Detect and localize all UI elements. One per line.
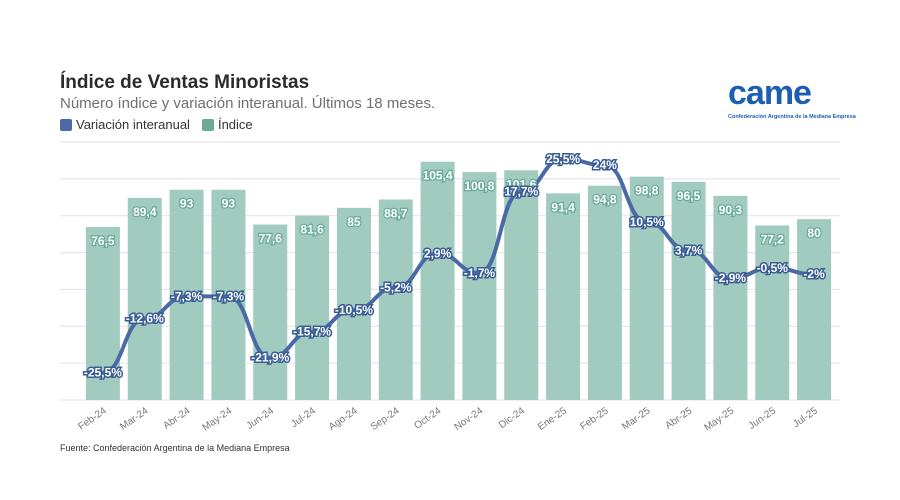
line-label-Ago-24: -10,5%	[335, 303, 373, 317]
chart-title: Índice de Ventas Minoristas	[60, 72, 310, 93]
line-label-May-25: -2,9%	[715, 271, 747, 285]
line-label-Ene-25: 25,5%	[546, 152, 580, 166]
came-logo: came Confederación Argentina de la Media…	[728, 74, 856, 124]
bar-label-May-25: 90,3	[719, 203, 743, 217]
bar-Ago-24	[336, 207, 371, 400]
line-label-Oct-24: 2,9%	[424, 247, 452, 261]
x-tick-Sep-24: Sep-24	[369, 405, 402, 433]
bar-Dic-24	[504, 170, 539, 400]
bar-May-25	[713, 195, 748, 400]
bar-label-Jul-25: 80	[807, 226, 821, 240]
x-tick-Jun-24: Jun-24	[245, 405, 277, 432]
x-axis-ticks: Feb-24 Mar-24 Abr-24 May-24 Jun-24 Jul-24 Ago-…	[76, 405, 820, 433]
line-label-Jul-24: -15,7%	[293, 325, 331, 339]
bar-label-Ago-24: 85	[347, 215, 361, 229]
source-note: Fuente: Confederación Argentina de la Me…	[60, 443, 290, 453]
bar-label-Nov-24: 100,8	[464, 179, 494, 193]
legend-item-indice: Índice	[201, 117, 253, 132]
line-label-Dic-24: 17,7%	[504, 185, 538, 199]
bar-Oct-24	[420, 161, 455, 400]
bar-label-Feb-25: 94,8	[593, 193, 617, 207]
variation-line-path	[100, 156, 817, 375]
x-tick-May-24: May-24	[201, 405, 235, 433]
x-tick-May-25: May-25	[703, 405, 737, 433]
x-tick-Mar-25: Mar-25	[620, 405, 653, 432]
chart-subtitle: Número índice y variación interanual. Úl…	[60, 95, 436, 112]
x-tick-Feb-24: Feb-24	[76, 405, 109, 432]
line-label-Jun-25: -0,5%	[757, 261, 789, 275]
x-tick-Jul-25: Jul-25	[791, 405, 820, 430]
bar-Mar-24	[127, 197, 162, 400]
line-label-Sep-24: -5,2%	[380, 281, 412, 295]
line-label-Abr-24: -7,3%	[171, 289, 203, 303]
variation-line	[100, 156, 817, 375]
x-tick-Ene-25: Ene-25	[536, 405, 569, 433]
bar-label-Abr-25: 96,5	[677, 189, 701, 203]
logo-subtitle: Confederación Argentina de la Mediana Em…	[728, 114, 856, 120]
bar-Jul-24	[295, 215, 330, 400]
bar-label-Dic-24: 101,6	[506, 177, 536, 191]
bar-Abr-25	[671, 181, 706, 400]
line-label-May-24: -7,3%	[213, 289, 245, 303]
line-label-Feb-24: -25,5%	[84, 366, 122, 380]
bar-Nov-24	[462, 172, 497, 400]
legend-label-indice: Índice	[217, 117, 253, 132]
x-tick-Ago-24: Ago-24	[327, 405, 360, 433]
bars	[85, 161, 832, 400]
bar-Feb-25	[587, 185, 622, 400]
bar-label-Jun-24: 77,6	[259, 232, 283, 246]
bar-label-May-24: 93	[222, 197, 236, 211]
line-label-Jun-24: -21,9%	[251, 351, 289, 365]
line-label-Jul-25: -2%	[803, 267, 825, 281]
legend: Variación interanual Índice	[60, 117, 265, 132]
x-tick-Mar-24: Mar-24	[118, 405, 151, 432]
line-label-Feb-25: 24%	[593, 158, 617, 172]
logo-text: came	[728, 74, 812, 112]
legend-swatch-indice	[201, 118, 214, 131]
bar-Jun-24	[253, 224, 288, 400]
x-tick-Nov-24: Nov-24	[452, 405, 485, 433]
bar-label-Jun-25: 77,2	[761, 232, 785, 246]
legend-label-variacion: Variación interanual	[76, 117, 190, 132]
bar-Jul-25	[797, 219, 832, 400]
x-tick-Abr-24: Abr-24	[161, 405, 192, 431]
x-tick-Oct-24: Oct-24	[412, 405, 443, 431]
line-label-Abr-25: 3,7%	[675, 243, 703, 257]
bar-label-Abr-24: 93	[180, 197, 194, 211]
line-label-Mar-24: -12,6%	[126, 312, 164, 326]
bar-label-Feb-24: 76,5	[91, 234, 115, 248]
x-tick-Feb-25: Feb-25	[578, 405, 611, 432]
legend-item-variacion: Variación interanual	[60, 117, 190, 132]
bar-label-Ene-25: 91,4	[551, 200, 575, 214]
line-label-Mar-25: 10,5%	[630, 215, 664, 229]
bar-label-Oct-24: 105,4	[423, 169, 453, 183]
x-tick-Jul-24: Jul-24	[289, 405, 318, 430]
legend-swatch-variacion	[60, 118, 72, 131]
bar-label-Mar-25: 98,8	[635, 184, 659, 198]
data-labels: 76,5 89,4 93 93 77,6 81,6 85 88,7 105,4 100,8 101,…	[82, 150, 826, 381]
bar-Jun-25	[755, 225, 790, 400]
line-label-Nov-24: -1,7%	[464, 266, 496, 280]
bar-Ene-25	[546, 193, 581, 400]
x-tick-Abr-25: Abr-25	[663, 405, 694, 431]
x-tick-Dic-24: Dic-24	[497, 405, 527, 431]
bar-Sep-24	[378, 199, 413, 400]
bar-label-Mar-24: 89,4	[133, 205, 157, 219]
bar-label-Sep-24: 88,7	[384, 206, 408, 220]
bar-label-Jul-24: 81,6	[300, 223, 324, 237]
x-tick-Jun-25: Jun-25	[747, 405, 779, 432]
